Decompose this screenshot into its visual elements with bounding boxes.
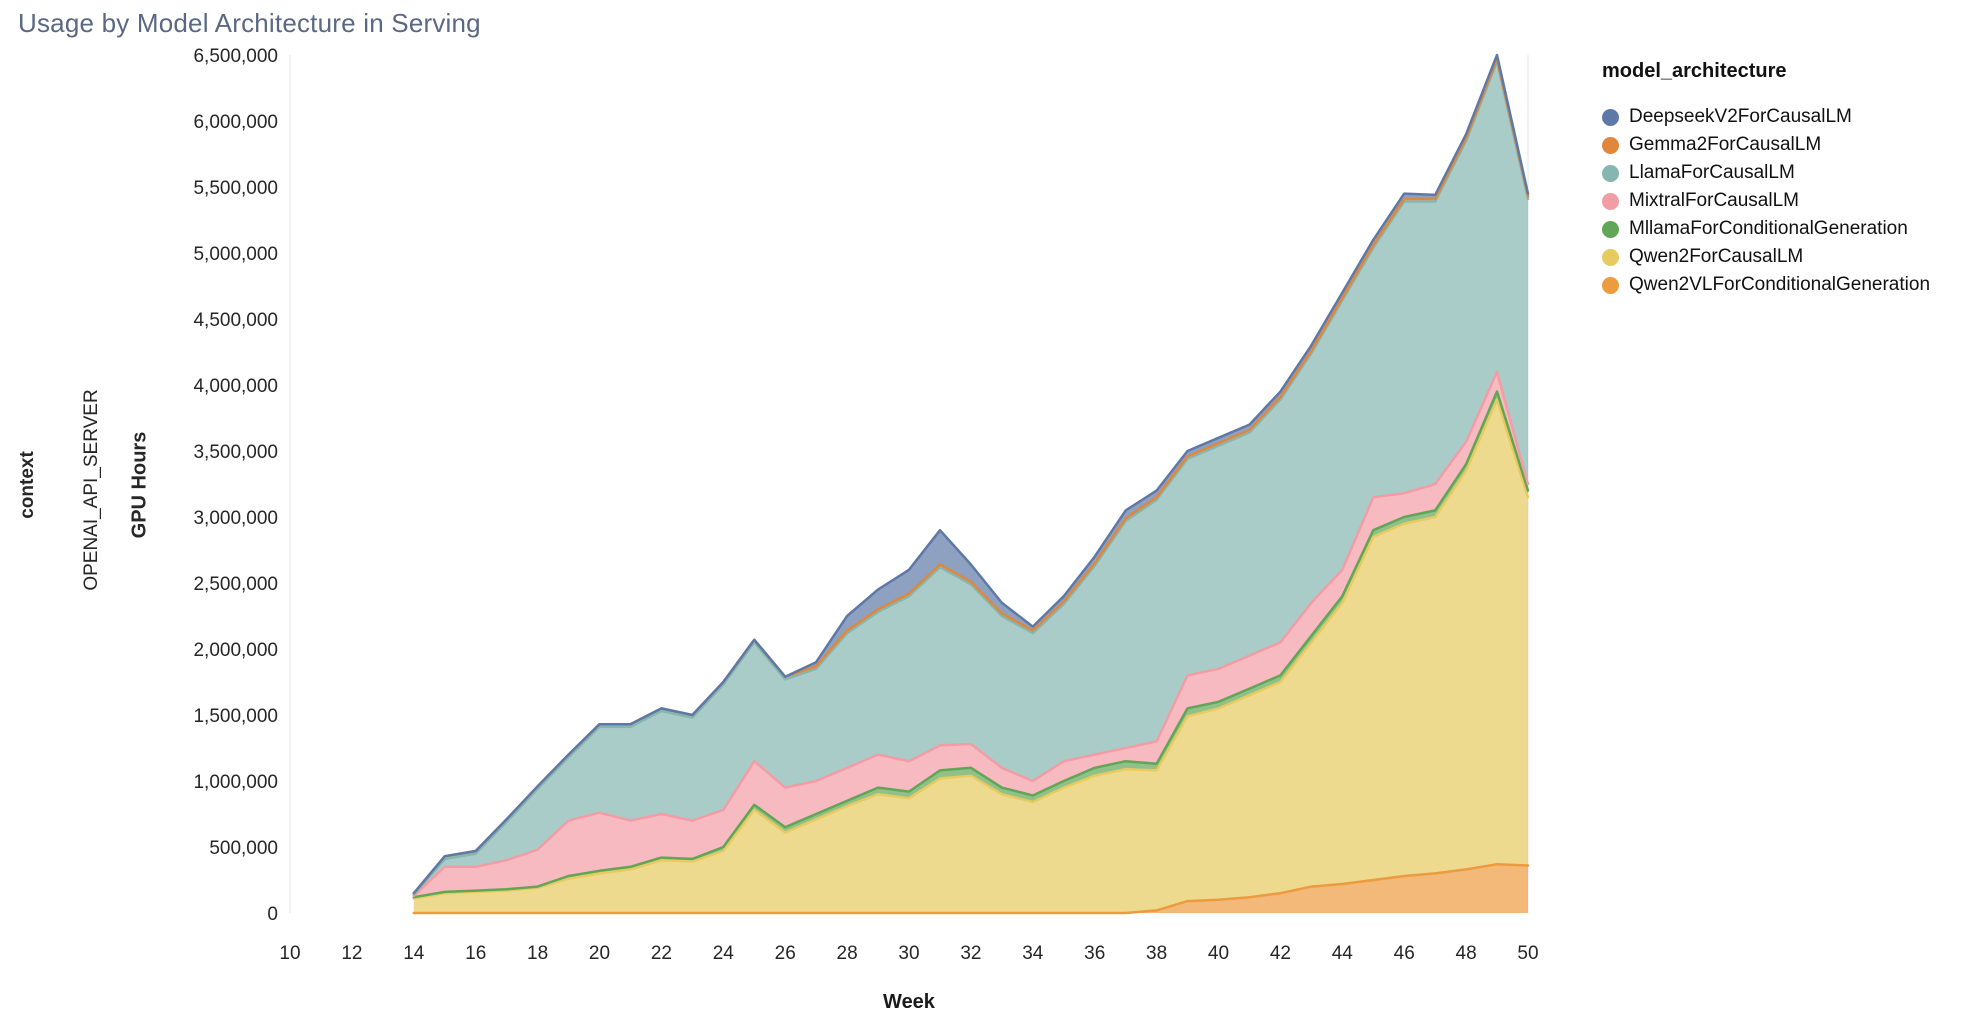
legend-item-LlamaForCausalLM[interactable]: LlamaForCausalLM	[1602, 159, 1930, 187]
legend-swatch-icon	[1602, 248, 1619, 266]
legend-swatch-icon	[1602, 164, 1619, 182]
x-tick-label: 22	[651, 943, 672, 964]
legend-label: Qwen2VLForConditionalGeneration	[1629, 274, 1931, 295]
x-tick-label: 20	[589, 943, 610, 964]
area-Qwen2ForCausalLM[interactable]	[413, 399, 1528, 914]
x-tick-label: 32	[960, 943, 981, 964]
page-title: Usage by Model Architecture in Serving	[18, 8, 481, 38]
x-tick-label: 28	[837, 943, 858, 964]
x-tick-label: 34	[1022, 943, 1044, 964]
x-tick-label: 42	[1270, 943, 1291, 964]
legend-label: DeepseekV2ForCausalLM	[1629, 106, 1852, 127]
x-tick-label: 46	[1394, 943, 1415, 964]
x-tick-label: 38	[1146, 943, 1167, 964]
legend-item-Gemma2ForCausalLM[interactable]: Gemma2ForCausalLM	[1602, 131, 1930, 159]
x-tick-label: 10	[279, 943, 300, 964]
area-Qwen2VLForConditionalGeneration[interactable]	[413, 864, 1528, 913]
legend-swatch-icon	[1602, 192, 1619, 210]
x-tick-label: 26	[775, 943, 796, 964]
line-Qwen2VLForConditionalGeneration	[412, 862, 1530, 915]
x-axis-title: Week	[883, 991, 936, 1013]
legend-label: Gemma2ForCausalLM	[1629, 134, 1822, 155]
legend-swatch-icon	[1602, 276, 1619, 294]
y-tick-label: 3,500,000	[193, 442, 278, 463]
y-tick-label: 5,500,000	[193, 178, 278, 199]
x-tick-label: 16	[465, 943, 486, 964]
y-tick-label: 0	[267, 904, 278, 925]
legend-title: model_architecture	[1602, 60, 1787, 82]
x-tick-label: 14	[403, 943, 425, 964]
x-tick-label: 40	[1208, 943, 1229, 964]
y-tick-label: 2,000,000	[193, 640, 278, 661]
line-LlamaForCausalLM	[412, 60, 1530, 896]
legend-item-MllamaForConditionalGeneration[interactable]: MllamaForConditionalGeneration	[1602, 215, 1930, 243]
y-tick-label: 5,000,000	[193, 244, 278, 265]
legend-label: MixtralForCausalLM	[1629, 190, 1799, 211]
y-tick-label: 500,000	[209, 838, 278, 859]
y-tick-label: 6,500,000	[193, 46, 278, 67]
y-tick-label: 2,500,000	[193, 574, 278, 595]
x-tick-label: 12	[341, 943, 362, 964]
line-MllamaForConditionalGeneration	[412, 390, 1530, 899]
x-tick-label: 36	[1084, 943, 1105, 964]
x-tick-label: 18	[527, 943, 548, 964]
y-tick-label: 4,500,000	[193, 310, 278, 331]
legend: model_architecture DeepseekV2ForCausalLM…	[1602, 60, 1930, 299]
legend-item-Qwen2ForCausalLM[interactable]: Qwen2ForCausalLM	[1602, 243, 1930, 271]
y-tick-label: 4,000,000	[193, 376, 278, 397]
legend-swatch-icon	[1602, 108, 1619, 126]
line-Qwen2ForCausalLM	[412, 398, 1530, 900]
legend-swatch-icon	[1602, 136, 1619, 154]
x-tick-label: 44	[1332, 943, 1354, 964]
y-tick-label: 1,500,000	[193, 706, 278, 727]
line-MixtralForCausalLM	[412, 370, 1530, 898]
x-tick-label: 30	[898, 943, 919, 964]
y-tick-label: 6,000,000	[193, 112, 278, 133]
y-tick-label: 3,000,000	[193, 508, 278, 529]
x-tick-label: 24	[713, 943, 735, 964]
y-tick-label: 1,000,000	[193, 772, 278, 793]
legend-label: Qwen2ForCausalLM	[1629, 246, 1804, 267]
x-tick-label: 50	[1517, 943, 1538, 964]
legend-item-DeepseekV2ForCausalLM[interactable]: DeepseekV2ForCausalLM	[1602, 103, 1930, 131]
legend-label: MllamaForConditionalGeneration	[1629, 218, 1908, 239]
legend-label: LlamaForCausalLM	[1629, 162, 1795, 183]
legend-item-MixtralForCausalLM[interactable]: MixtralForCausalLM	[1602, 187, 1930, 215]
area-MixtralForCausalLM[interactable]	[413, 371, 1528, 898]
area-LlamaForCausalLM[interactable]	[413, 61, 1528, 896]
x-tick-label: 48	[1456, 943, 1477, 964]
legend-swatch-icon	[1602, 220, 1619, 238]
legend-item-Qwen2VLForConditionalGeneration[interactable]: Qwen2VLForConditionalGeneration	[1602, 271, 1930, 299]
line-DeepseekV2ForCausalLM	[412, 53, 1530, 895]
